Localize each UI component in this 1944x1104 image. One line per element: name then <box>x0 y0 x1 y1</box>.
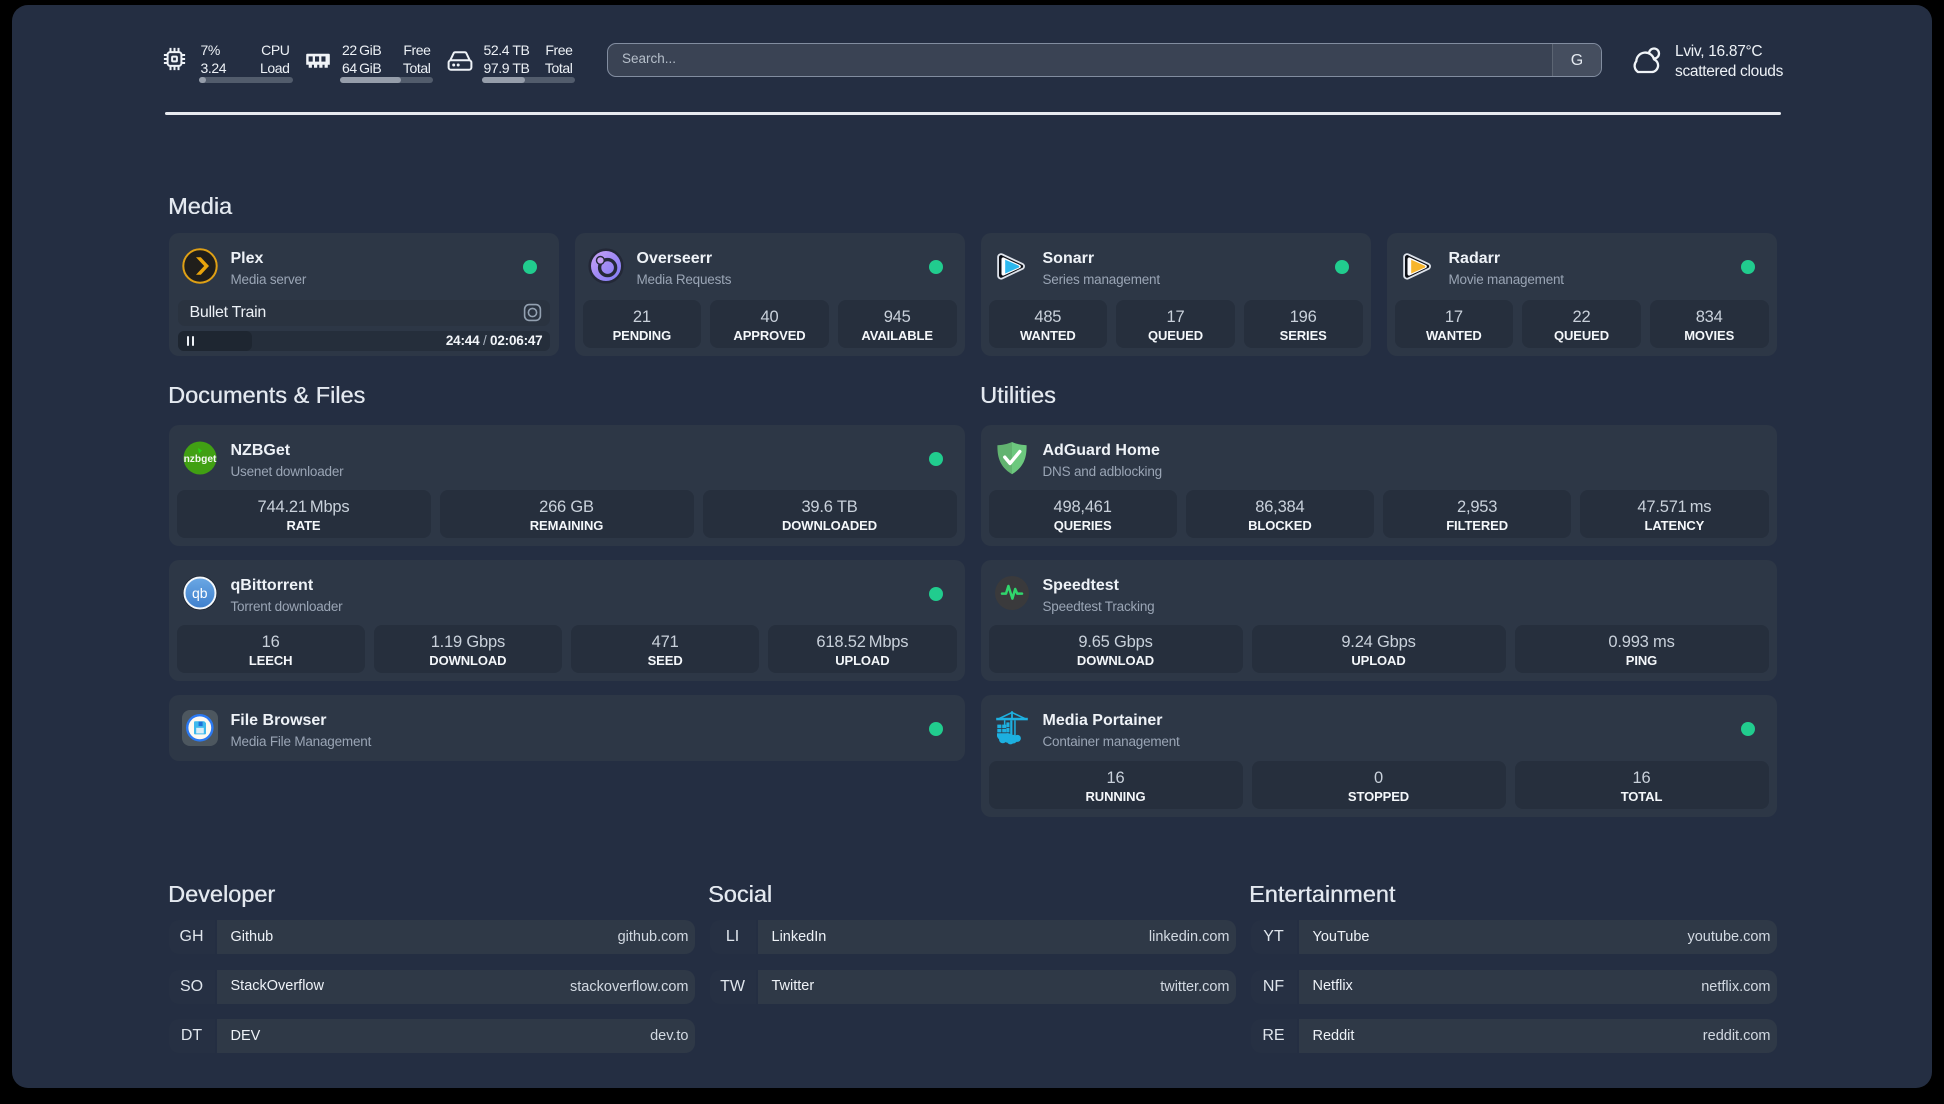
svg-text:qb: qb <box>192 585 208 601</box>
svg-text:nzbget: nzbget <box>183 454 216 465</box>
